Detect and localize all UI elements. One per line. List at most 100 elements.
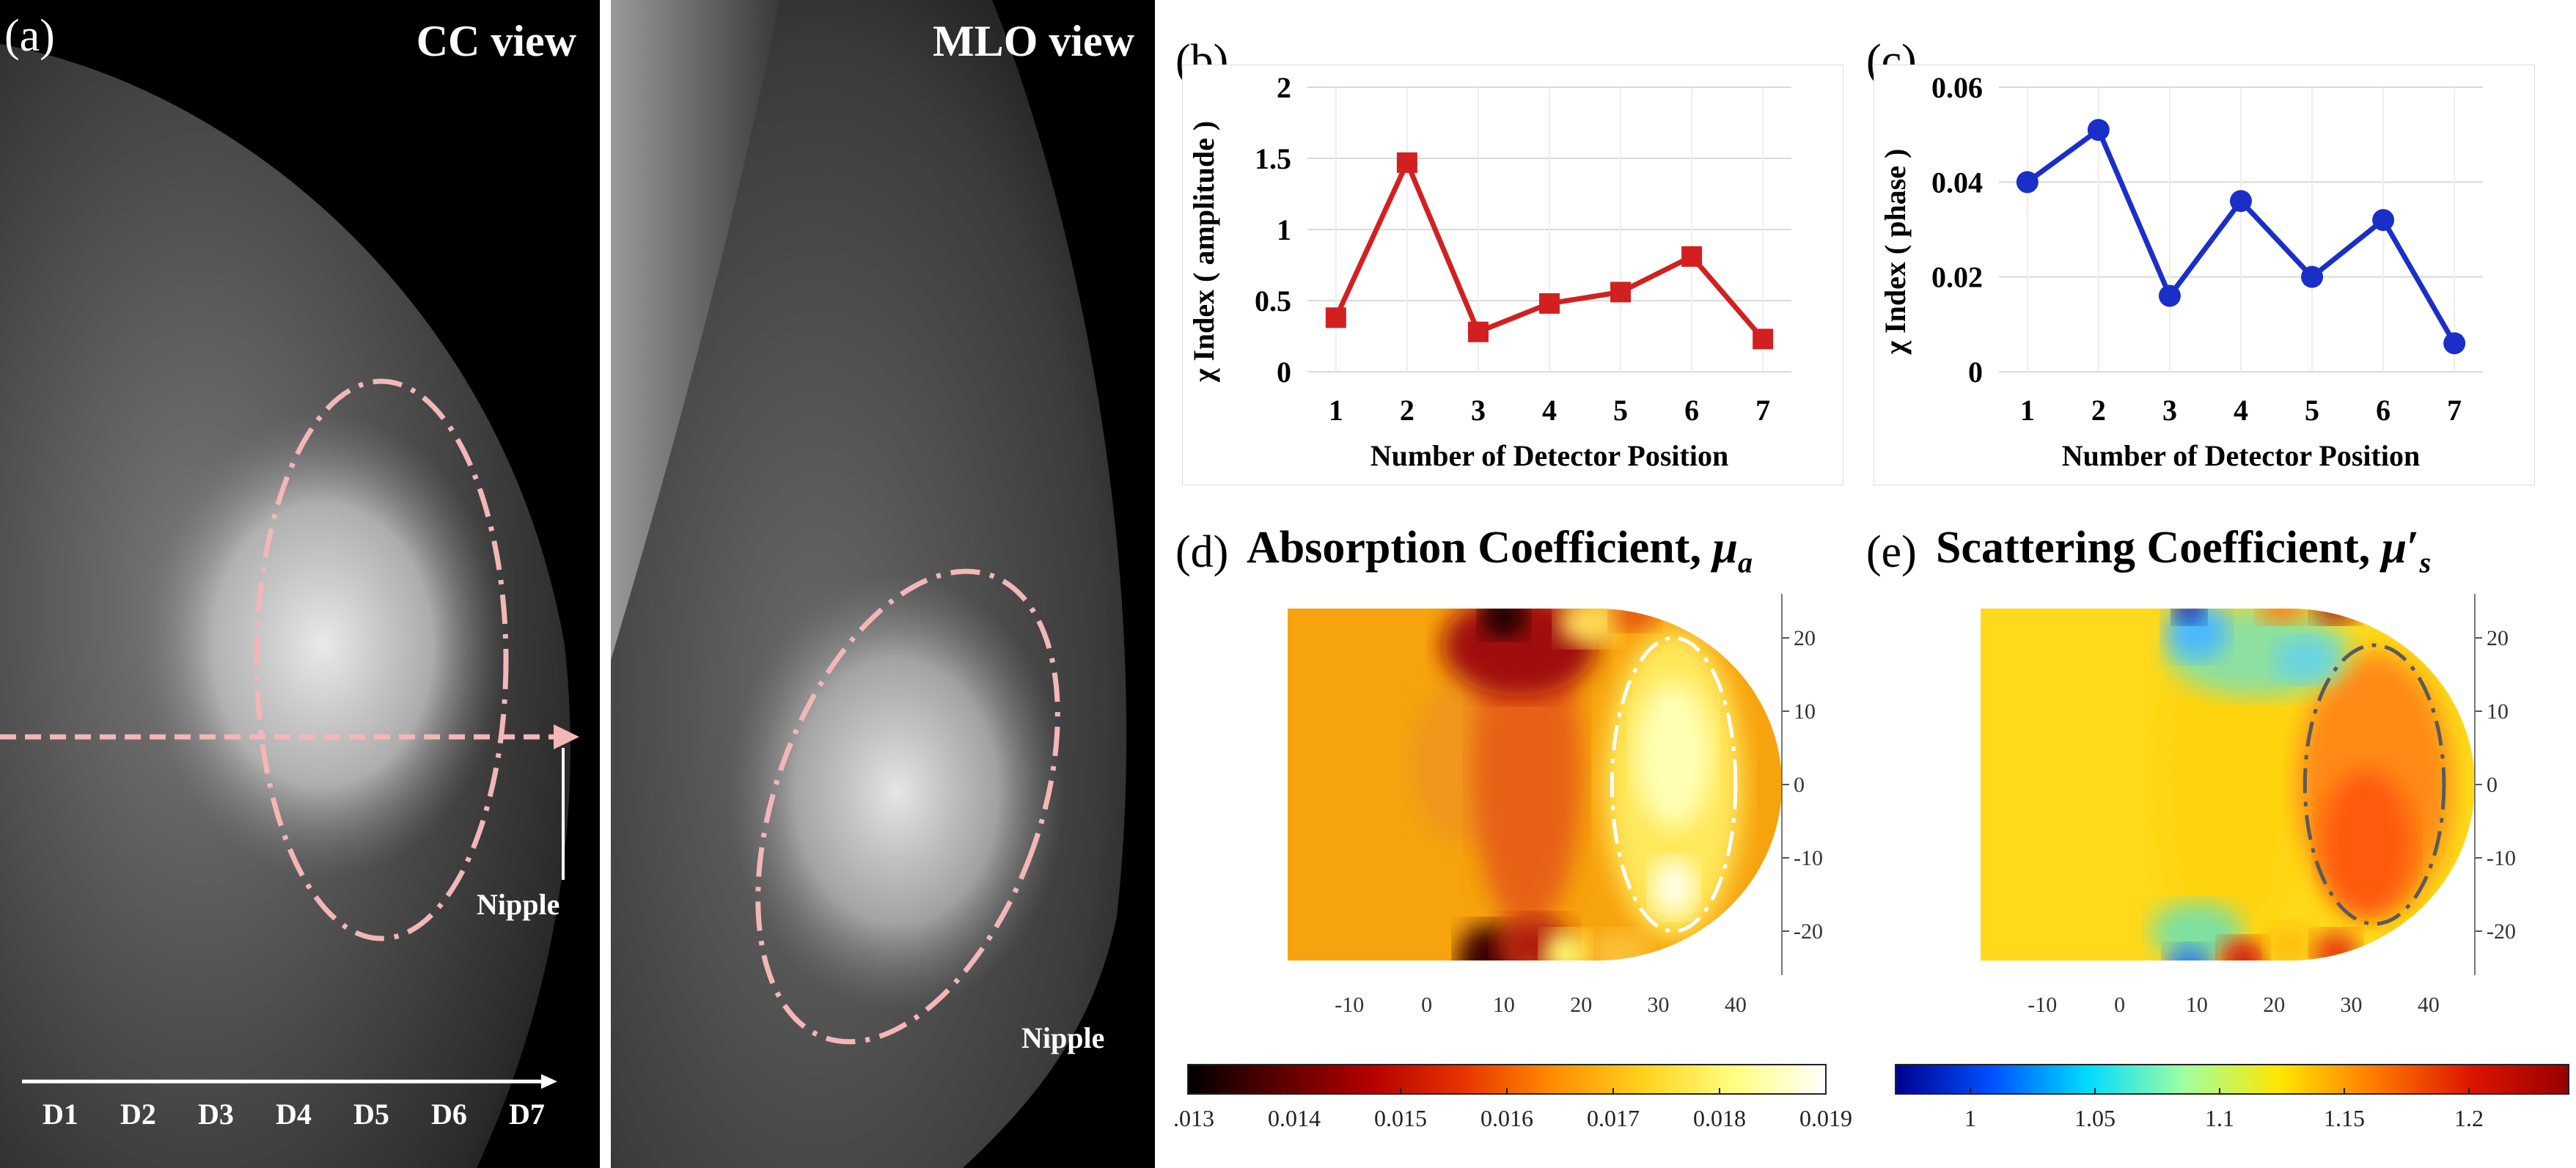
- chart-c-phase: 0 0.02 0.04 0.06 1 2 3 4 5 6 7 Number of Detector P…: [1879, 71, 2483, 472]
- y-tick-label: 0: [1968, 356, 1983, 389]
- x-tick-label: 1: [2020, 394, 2035, 427]
- y-tick-label: 0.5: [1255, 284, 1291, 317]
- y-tick-label: 20: [2487, 626, 2509, 650]
- map-blob: [2150, 902, 2244, 961]
- scattering-title-text: Scattering Coefficient,: [1936, 523, 2382, 573]
- x-tick-label: 4: [1542, 394, 1557, 427]
- colorbar-label: 1: [1964, 1105, 1976, 1131]
- chart-b-frame: 0 0.5 1 1.5 2 1 2 3 4 5 6 7 Number of Detector Posit…: [1182, 65, 1843, 485]
- x-tick-label: 20: [1570, 993, 1592, 1017]
- map-blob: [1442, 609, 1597, 697]
- colorbar-label: 0.014: [1268, 1105, 1321, 1131]
- map-blob: [2320, 770, 2413, 917]
- detector-label-d2: D2: [120, 1098, 156, 1131]
- map-blob: [2274, 638, 2336, 682]
- cc-lesion-outline: [254, 378, 509, 941]
- x-tick-label: 7: [1755, 394, 1770, 427]
- map-blob: [1634, 682, 1713, 829]
- cc-dense-tissue: [139, 411, 506, 880]
- colorbar-label: 0.019: [1799, 1105, 1852, 1131]
- y-tick-label: 10: [1794, 699, 1816, 724]
- x-tick-label: 5: [1613, 394, 1628, 427]
- chart-b-amplitude: 0 0.5 1 1.5 2 1 2 3 4 5 6 7 Number of Detector Posit…: [1187, 71, 1791, 472]
- data-point-marker: [2443, 332, 2466, 355]
- x-tick-label: 2: [1400, 394, 1414, 427]
- scattering-map-title: Scattering Coefficient, μ′s: [1936, 522, 2431, 579]
- y-axis-label: χ Index ( phase ): [1879, 149, 1912, 356]
- detector-label-d5: D5: [353, 1098, 389, 1131]
- mlo-pectoral-muscle: [611, 0, 779, 660]
- map-blob: [2173, 609, 2205, 623]
- data-point-marker: [2301, 265, 2324, 288]
- colorbar-label: 0.018: [1693, 1105, 1746, 1131]
- mlo-view-graphic: [611, 0, 1127, 1168]
- map-blob: [1480, 609, 1527, 638]
- y-tick-label: -10: [1794, 846, 1823, 870]
- y-tick-label: 2: [1277, 71, 1291, 104]
- y-tick-label: 0: [1277, 356, 1291, 389]
- x-tick-label: 2: [2091, 394, 2106, 427]
- mlo-view-image: MLO view Nipple: [611, 0, 1155, 1168]
- data-point-marker: [1539, 293, 1560, 314]
- y-tick-label: 0: [1794, 773, 1805, 797]
- x-tick-label: 40: [2418, 993, 2440, 1017]
- cc-view-graphic: [0, 44, 579, 1168]
- data-point-marker: [1325, 307, 1346, 328]
- x-tick-label: 30: [1648, 993, 1670, 1017]
- nipple-label-cc: Nipple: [477, 888, 560, 921]
- absorption-heatmap: -10 0 10 20 30 40 20 10 0 -10 -20 0.013 0.014 0.015 0.…: [1173, 594, 1852, 1131]
- scattering-title-symbol: μ: [2381, 523, 2407, 573]
- y-tick-label: 0.02: [1931, 261, 1983, 294]
- cc-view-image: (a) CC view Nipple D1 D2 D3 D4 D5 D6 D7: [0, 0, 600, 1168]
- y-tick-label: 0.06: [1931, 71, 1983, 104]
- data-point-marker: [2016, 171, 2039, 194]
- absorption-map-title: Absorption Coefficient, μa: [1247, 522, 1753, 579]
- detector-label-d6: D6: [431, 1098, 467, 1131]
- scattering-title-prime: ′: [2407, 523, 2420, 573]
- absorption-title-subscript: a: [1737, 546, 1753, 579]
- y-tick-label: 20: [1794, 626, 1816, 650]
- nipple-label-mlo: Nipple: [1021, 1021, 1105, 1054]
- map-blob: [1557, 609, 1620, 645]
- data-point-marker: [2158, 284, 2181, 307]
- x-tick-label: 3: [1471, 394, 1486, 427]
- data-point-marker: [1753, 328, 1774, 350]
- data-point-marker: [1396, 152, 1417, 173]
- detector-axis-arrowhead: [541, 1074, 557, 1089]
- colorbar-label: 0.017: [1587, 1105, 1640, 1131]
- y-tick-label: 0.04: [1931, 166, 1983, 199]
- lesion-outline: [2302, 643, 2446, 926]
- colorbar-label: 0.013: [1173, 1105, 1214, 1131]
- data-point-marker: [2372, 209, 2395, 232]
- map-blob: [1496, 917, 1574, 961]
- colorbar-label: 1.2: [2454, 1105, 2484, 1131]
- map-blob: [2220, 939, 2267, 961]
- map-blob: [1612, 609, 1659, 631]
- colorbar-label: 1.1: [2205, 1105, 2234, 1131]
- x-tick-label: 20: [2263, 993, 2285, 1017]
- detector-label-d4: D4: [276, 1098, 312, 1131]
- map-field: [1288, 609, 1782, 961]
- data-point-marker: [1681, 246, 1703, 267]
- data-point-marker: [2230, 190, 2252, 213]
- x-tick-label: 4: [2234, 394, 2248, 427]
- panel-e-letter: (e): [1866, 527, 1917, 577]
- x-tick-label: 0: [2114, 993, 2125, 1017]
- x-axis-label: Number of Detector Position: [2062, 439, 2420, 472]
- y-tick-label: 1.5: [1255, 142, 1291, 175]
- y-axis-label: χ Index ( amplitude ): [1187, 121, 1220, 383]
- data-point-marker: [1467, 321, 1489, 342]
- scattering-heatmap: -10 0 10 20 30 40 20 10 0 -10 -20 1 1.05 1.1 1.15 1.2: [1895, 594, 2569, 1131]
- map-blob: [2312, 609, 2360, 623]
- y-tick-label: -20: [2487, 919, 2516, 944]
- panel-d-letter: (d): [1175, 527, 1229, 577]
- x-tick-label: -10: [1335, 993, 1364, 1017]
- cc-line-arrowhead: [554, 724, 579, 749]
- lesion-outline: [1610, 636, 1738, 933]
- x-tick-label: 40: [1725, 993, 1747, 1017]
- mlo-view-title: MLO view: [933, 17, 1134, 65]
- x-tick-label: 6: [2376, 394, 2390, 427]
- y-tick-label: 1: [1277, 213, 1291, 246]
- x-tick-label: 7: [2447, 394, 2462, 427]
- x-tick-label: 0: [1421, 993, 1432, 1017]
